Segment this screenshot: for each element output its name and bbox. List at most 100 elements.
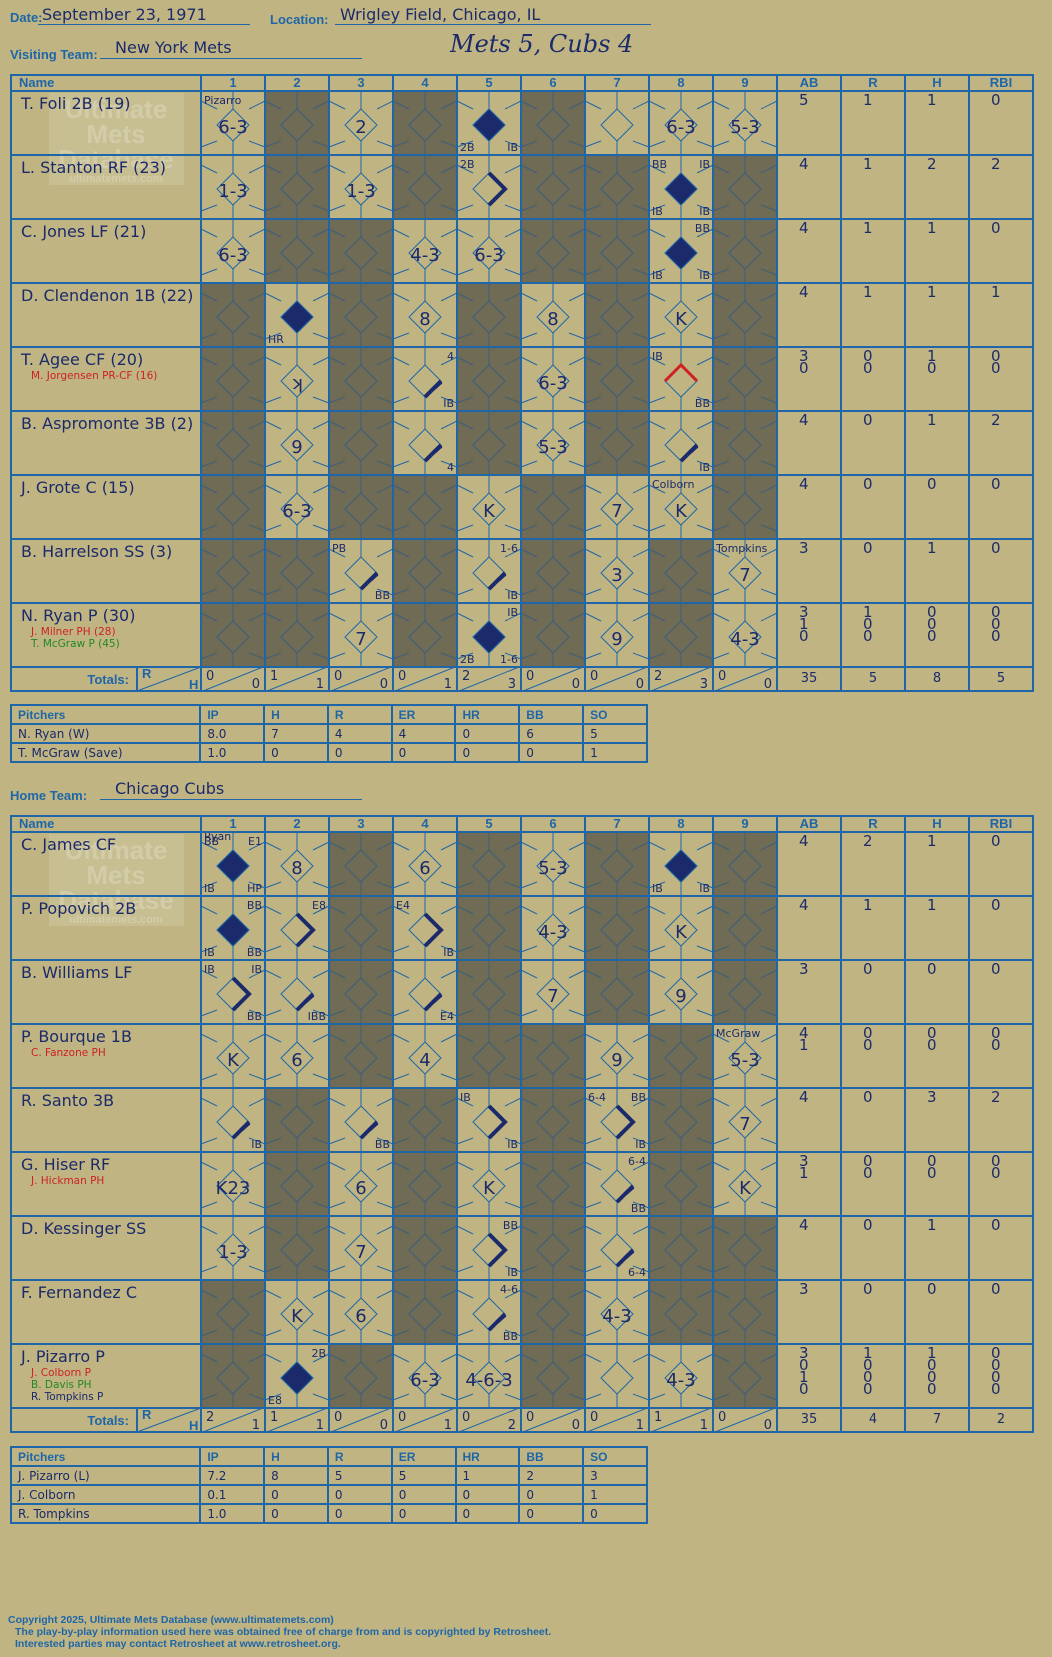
column-header: 5 (485, 75, 492, 90)
play-result: K (739, 1178, 752, 1199)
play-result: 6 (291, 1050, 302, 1071)
batter-row: 9 4 5-3 IB B. Aspromonte 3B (2) 4 0 1 2 (21, 411, 1001, 475)
watermark-text: Database (58, 885, 174, 915)
diamond (584, 1152, 650, 1216)
home-team-underline (100, 799, 362, 800)
batter-name: G. Hiser RF (21, 1155, 110, 1174)
play-result: 1-3 (218, 1242, 247, 1263)
stat-value: 0 (863, 1380, 873, 1398)
play-note: IB (699, 269, 710, 282)
batter-row: HR 8 8 K D. Clendenon 1B (22) 4 1 1 1 (21, 283, 1001, 347)
watermark-text: Ultimate (65, 835, 168, 865)
play-note: PB (332, 542, 346, 555)
diamond (264, 832, 330, 896)
play-result: 4-3 (410, 245, 439, 266)
batter-name: D. Kessinger SS (21, 1219, 146, 1238)
stat-value: 0 (991, 1356, 1001, 1374)
play-note: IB (507, 141, 518, 154)
retrosheet-contact-line: Interested parties may contact Retroshee… (15, 1638, 341, 1650)
play-result: 6-3 (474, 245, 503, 266)
total-stat: 8 (933, 671, 941, 686)
play-note: IB (204, 946, 215, 959)
stat-value: 0 (863, 1152, 873, 1170)
diamond (456, 283, 522, 347)
visiting-team-underline (100, 58, 362, 59)
pitcher-stat: 0 (263, 1484, 329, 1505)
play-result: 6-3 (218, 117, 247, 138)
stat-value: 1 (863, 155, 873, 173)
diamond (520, 411, 586, 475)
play-result: 7 (355, 1242, 366, 1263)
stat-value: 1 (927, 832, 937, 850)
batter-row: IB IB BB IBB E4 7 9 B. Williams LF 3 0 0 0 (21, 960, 1001, 1024)
pitcher-stat: 4 (390, 723, 457, 744)
diamond (200, 283, 266, 347)
substitute-name: R. Tompkins P (31, 1391, 103, 1403)
diamond (520, 539, 586, 603)
watermark-box (49, 834, 184, 926)
stat-value: 1 (863, 1344, 873, 1362)
pitcher-stat: 0 (518, 1503, 585, 1524)
diamond (712, 1024, 778, 1088)
diamond (648, 960, 714, 1024)
stat-value: 1 (927, 539, 937, 557)
inning-total-slash (202, 666, 264, 692)
diamond (584, 1280, 650, 1344)
column-header: 7 (613, 75, 620, 90)
stat-value: 0 (863, 539, 873, 557)
pitcher-row: R. Tompkins 1.0 0 0 0 0 0 0 (9, 1503, 648, 1524)
diamond (264, 1152, 330, 1216)
home-scorecard: Ultimate Mets Database ultimatemets.com Name… (10, 815, 1034, 1433)
scored-run-diamond (664, 849, 698, 883)
diamond (264, 347, 330, 411)
play-note: BB (204, 835, 219, 848)
diamond (648, 1280, 714, 1344)
diamond (584, 91, 650, 155)
batter-row: 7 IB 2B 1-6 9 4-3 N. Ryan P (30)J. Milner PH (… (21, 603, 1001, 667)
diamond (264, 219, 330, 283)
play-result: 1-3 (346, 181, 375, 202)
stat-value: 0 (863, 1368, 873, 1386)
play-note: 2B (460, 141, 475, 154)
diamond (328, 1152, 394, 1216)
diamond (520, 603, 586, 667)
diamond (392, 283, 458, 347)
play-note: BB (631, 1202, 646, 1215)
watermark-box (49, 93, 184, 185)
column-header: 4 (421, 816, 429, 831)
play-note: Tompkins (715, 542, 768, 555)
play-note: E8 (268, 1394, 282, 1407)
play-note: McGraw (716, 1027, 760, 1040)
substitute-name: T. McGraw P (45) (30, 638, 120, 650)
play-result: 7 (547, 986, 558, 1007)
column-header: Name (19, 816, 54, 831)
inning-runs: 0 (462, 1410, 470, 1425)
diamond (328, 219, 394, 283)
copyright-line: Copyright 2025, Ultimate Mets Database (… (8, 1614, 334, 1626)
stat-value: 4 (799, 219, 809, 237)
diamond (584, 219, 650, 283)
diamond (648, 1024, 714, 1088)
diamond (520, 283, 586, 347)
play-result: 7 (355, 629, 366, 650)
diamond (520, 475, 586, 539)
diamond (456, 1152, 522, 1216)
game-title: Mets 5, Cubs 4 (450, 30, 634, 58)
column-header: H (932, 816, 941, 831)
diamond (456, 411, 522, 475)
play-note: Ryan (204, 830, 231, 843)
pitchers-column-header: R (326, 1446, 393, 1467)
stat-value: 1 (799, 1036, 809, 1054)
diamond (520, 1024, 586, 1088)
diamond (584, 832, 650, 896)
stat-value: 0 (927, 1024, 937, 1042)
batter-row: IB BB IB IB 6-4 BB IB 7 R. Santo 3B 4 0 3 2 (21, 1088, 1001, 1152)
batter-row: 1-3 1-3 2B BB IB IB IB L. Stanton RF (23) 4 1 2 2 (21, 155, 1001, 219)
play-result: 3 (611, 565, 622, 586)
pitcher-stat: 2 (518, 1465, 585, 1486)
watermark-text: ultimatemets.com (69, 914, 163, 926)
stat-value: 0 (991, 1368, 1001, 1386)
batter-name: D. Clendenon 1B (22) (21, 286, 193, 305)
play-note: 4 (447, 461, 454, 474)
stat-value: 3 (799, 539, 809, 557)
